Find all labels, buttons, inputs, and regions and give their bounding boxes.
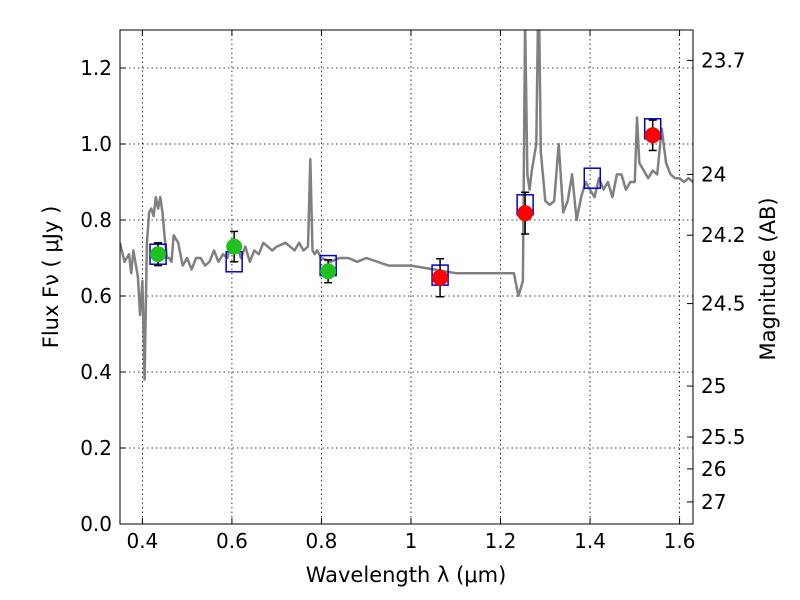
y-tick-label: 0.2 [80,436,112,460]
x-tick-label: 1.2 [485,529,517,553]
axis-ticks [120,30,693,525]
y-axis-label: Flux Fν ( μJy ) [39,206,63,349]
observed-flux-point [432,269,449,286]
plot-frame [119,29,694,525]
model-flux-square [583,167,602,189]
x-tick-label: 1 [405,529,418,553]
x-tick-label: 0.4 [126,529,158,553]
observed-flux-point [517,205,534,222]
right-tick-label: 24 [701,162,726,186]
observed-flux-point [644,127,661,144]
tick-labels: 0.4 0.6 0.8 1 1.2 1.4 1.6 0.0 0.2 0.4 0.6 0.8 1.0 1.2… [80,48,745,553]
observed-flux-point [226,238,243,255]
y-tick-label: 0.8 [80,208,112,232]
y-tick-label: 1.2 [80,56,112,80]
right-tick-label: 24.2 [701,223,746,247]
x-tick-label: 0.6 [216,529,248,553]
x-axis-label: Wavelength λ (μm) [306,563,507,587]
y-tick-label: 0.0 [80,512,112,536]
chart-series [120,30,693,381]
observed-flux-point [320,263,337,280]
right-tick-label: 26 [701,457,726,481]
model-spectrum-line [120,30,693,381]
y-tick-label: 0.4 [80,360,112,384]
observed-flux-point [150,246,167,263]
x-tick-label: 0.8 [306,529,338,553]
x-tick-label: 1.4 [574,529,606,553]
y-tick-label: 0.6 [80,284,112,308]
right-tick-label: 24.5 [701,292,746,316]
right-tick-label: 25.5 [701,425,746,449]
right-axis-label: Magnitude (AB) [756,197,780,360]
y-tick-label: 1.0 [80,132,112,156]
right-tick-label: 25 [701,374,726,398]
grid-lines [120,30,693,525]
right-tick-label: 23.7 [701,48,746,72]
right-tick-label: 27 [701,490,726,514]
x-tick-label: 1.6 [664,529,696,553]
